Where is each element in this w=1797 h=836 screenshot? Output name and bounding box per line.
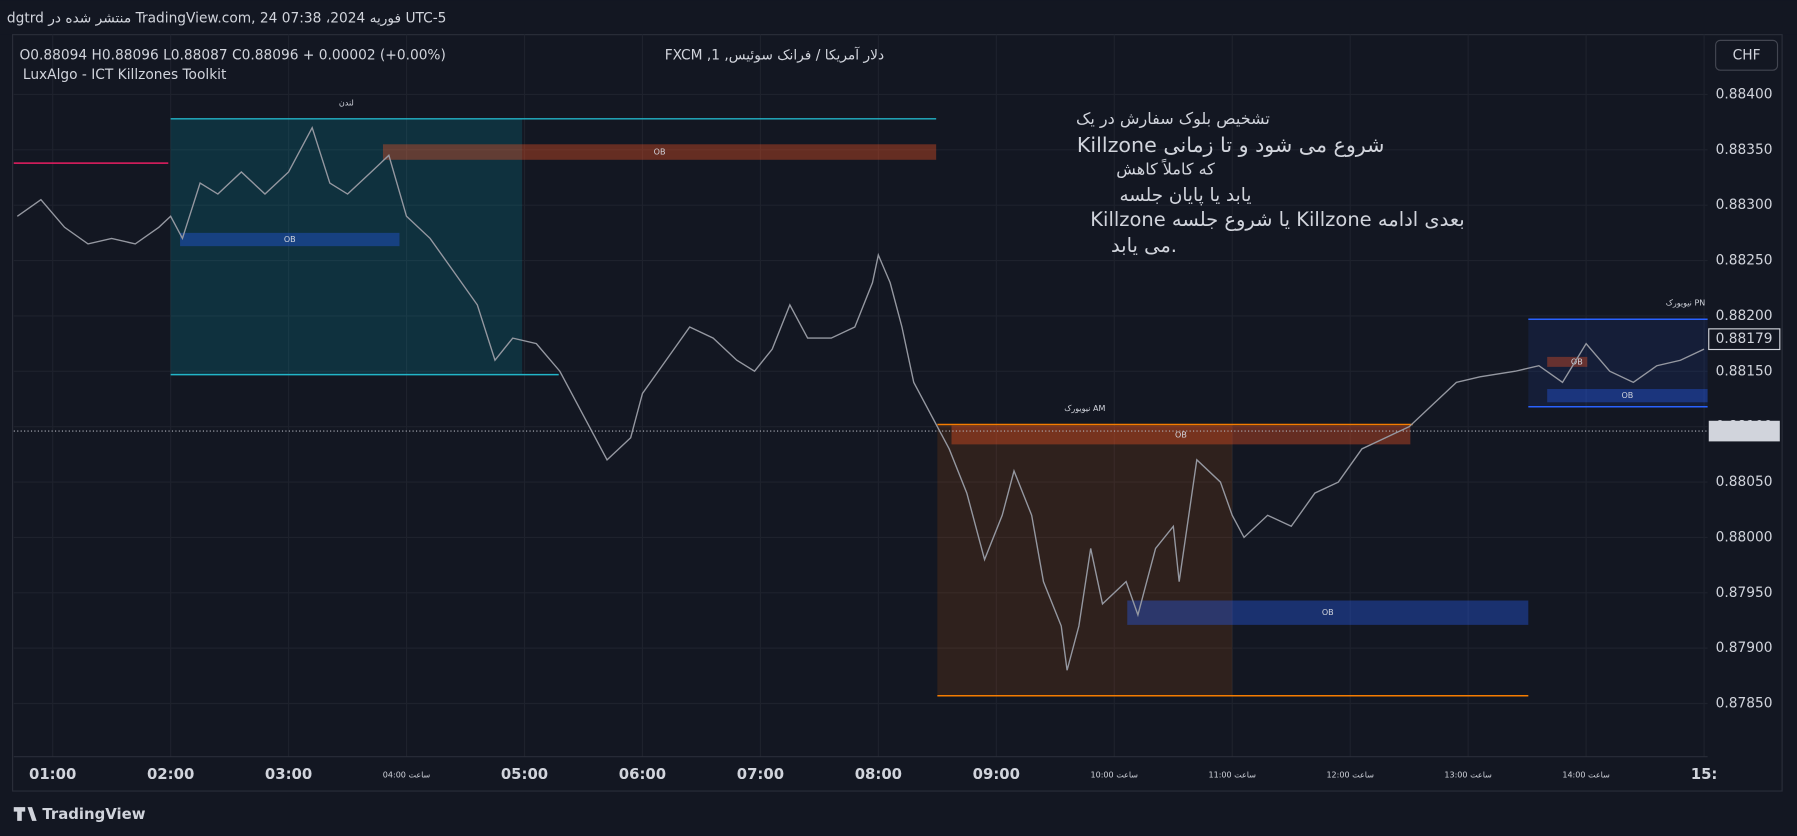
- annotation-line: Killzone یا شروع جلسه Killzone بعدی ادام…: [1090, 208, 1464, 231]
- annotation-line: یابد یا پایان جلسه: [1119, 185, 1251, 206]
- x-tick-label: ساعت 13:00: [1444, 770, 1492, 779]
- marker-price-label: 0.88179: [1716, 331, 1773, 347]
- order-block: [382, 144, 937, 160]
- order-block: [1127, 600, 1529, 625]
- x-tick-label: 06:00: [619, 765, 666, 783]
- order-block-label: OB: [284, 235, 296, 244]
- last-price-label: 0.88096: [1716, 423, 1773, 439]
- killzone-box: [1528, 319, 1708, 407]
- order-block-label: OB: [1621, 391, 1633, 400]
- ohlc: O0.88094 H0.88096 L0.88087 C0.88096 + 0.…: [19, 47, 445, 63]
- currency: CHF: [1733, 47, 1761, 63]
- x-tick-label: 08:00: [855, 765, 902, 783]
- header-text: dgtrd منتشر شده در TradingView.com, 24 ف…: [7, 11, 447, 27]
- brand: TradingView: [42, 805, 145, 823]
- x-tick-label: 02:00: [147, 765, 194, 783]
- x-tick-label: 07:00: [737, 765, 784, 783]
- order-block: [1547, 389, 1708, 403]
- chart-frame: [12, 34, 1783, 792]
- x-tick-label: ساعت 14:00: [1562, 770, 1610, 779]
- y-tick-label: 0.88350: [1716, 142, 1773, 158]
- order-block-label: OB: [654, 148, 666, 157]
- killzone-label: نیویورک AM: [1064, 404, 1105, 413]
- y-tick-label: 0.88300: [1716, 197, 1773, 213]
- order-block-label: OB: [1322, 608, 1334, 617]
- logo: [13, 807, 37, 821]
- x-tick-label: 01:00: [29, 765, 76, 783]
- killzone-label: لندن: [339, 98, 354, 107]
- y-tick-label: 0.88000: [1716, 529, 1773, 545]
- killzone-box: [170, 118, 523, 375]
- y-tick-label: 0.87950: [1716, 585, 1773, 601]
- y-tick-label: 0.88400: [1716, 86, 1773, 102]
- x-tick-label: 03:00: [265, 765, 312, 783]
- annotation-line: Killzone شروع می شود و تا زمانی: [1077, 133, 1385, 157]
- y-tick-label: 0.88050: [1716, 474, 1773, 490]
- x-tick-label: ساعت 12:00: [1326, 770, 1374, 779]
- y-tick-label: 0.87850: [1716, 696, 1773, 712]
- symbol-title: دلار آمریکا / فرانک سوئیس, 1, FXCM: [665, 46, 884, 63]
- marker-price-tag: [1708, 328, 1781, 351]
- x-tick-label: ساعت 04:00: [383, 770, 431, 779]
- order-block-label: OB: [1175, 430, 1187, 439]
- order-block: [951, 425, 1411, 445]
- indicator-name: LuxAlgo - ICT Killzones Toolkit: [23, 67, 227, 83]
- order-block-label: OB: [1571, 357, 1583, 366]
- last-price-tag: [1708, 420, 1780, 442]
- y-tick-label: 0.87900: [1716, 640, 1773, 656]
- x-tick-label: 05:00: [501, 765, 548, 783]
- x-tick-label: 09:00: [973, 765, 1020, 783]
- order-block: [1547, 356, 1588, 367]
- annotation-line: می یابد.: [1111, 234, 1177, 257]
- annotation-line: که کاملاً کاهش: [1116, 158, 1215, 179]
- y-tick-label: 0.88150: [1716, 363, 1773, 379]
- price-line: [16, 125, 1705, 671]
- x-tick-label: ساعت 11:00: [1209, 770, 1257, 779]
- currency-button[interactable]: [1715, 39, 1779, 71]
- order-block: [180, 232, 400, 247]
- x-tick-label: ساعت 10:00: [1091, 770, 1139, 779]
- x-tick-label: 15:: [1691, 765, 1718, 783]
- header-bar: [0, 0, 1797, 35]
- annotation-line: تشخیص بلوک سفارش در یک: [1076, 109, 1270, 129]
- plot: لندن نیویورک AM نیویورک PN OB OB OB OB OB OB: [13, 34, 1708, 758]
- killzone-label: نیویورک PN: [1666, 299, 1706, 308]
- y-tick-label: 0.88250: [1716, 253, 1773, 269]
- killzone-box: [937, 424, 1233, 696]
- y-tick-label: 0.88200: [1716, 308, 1773, 324]
